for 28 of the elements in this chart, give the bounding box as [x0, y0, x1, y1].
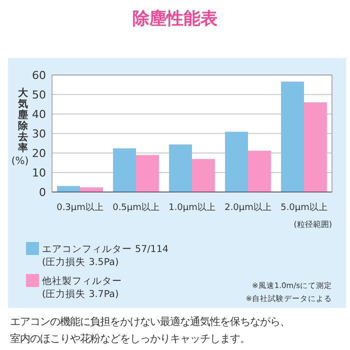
legend-label: 他社製フィルター (圧力損失 3.7Pa): [42, 275, 122, 300]
x-tick-label: 0.5μm以上: [112, 202, 160, 213]
bar: [248, 150, 271, 192]
y-tick-label: 10: [32, 166, 46, 180]
bar: [169, 144, 192, 192]
y-tick-label: 50: [32, 88, 46, 102]
y-tick-label: 0: [39, 186, 46, 199]
y-tick-label: 30: [32, 128, 46, 140]
bar: [304, 102, 327, 192]
bar: [113, 148, 136, 192]
bar: [57, 186, 80, 192]
y-axis-title: 大気塵除去率 (%): [11, 87, 29, 167]
bar: [225, 132, 248, 192]
y-tick-label: 40: [32, 108, 46, 121]
bar: [281, 82, 304, 192]
chart-title: 除塵性能表: [132, 9, 218, 29]
bar: [192, 159, 215, 192]
text: (粒径範囲): [294, 220, 332, 229]
legend-label: エアコンフィルター 57/114 (圧力損失 3.5Pa): [42, 244, 168, 268]
x-tick-label: 0.3μm以上: [56, 202, 104, 213]
y-tick-label: 20: [32, 147, 46, 160]
y-tick-label: 60: [32, 69, 46, 82]
x-tick-label: 1.0μm以上: [168, 202, 216, 213]
x-tick-label: 2.0μm以上: [224, 202, 272, 213]
text: エアコンの機能に負担をかけない最適な通気性を保ちながら、: [10, 316, 290, 328]
text: 室内のほこりや花粉などをしっかりキャッチします。: [10, 333, 250, 345]
bar: [136, 154, 159, 192]
x-tick-label: 5.0μm以上: [280, 202, 328, 213]
